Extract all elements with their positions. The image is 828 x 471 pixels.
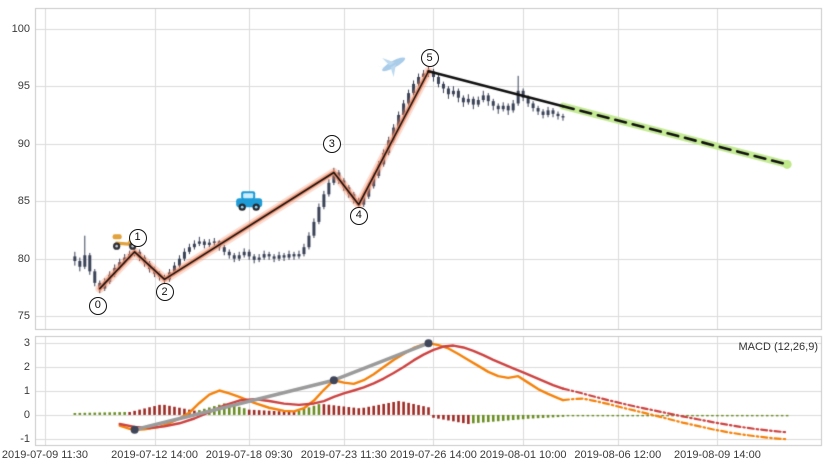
macd-legend: MACD (12,26,9) <box>738 341 818 353</box>
